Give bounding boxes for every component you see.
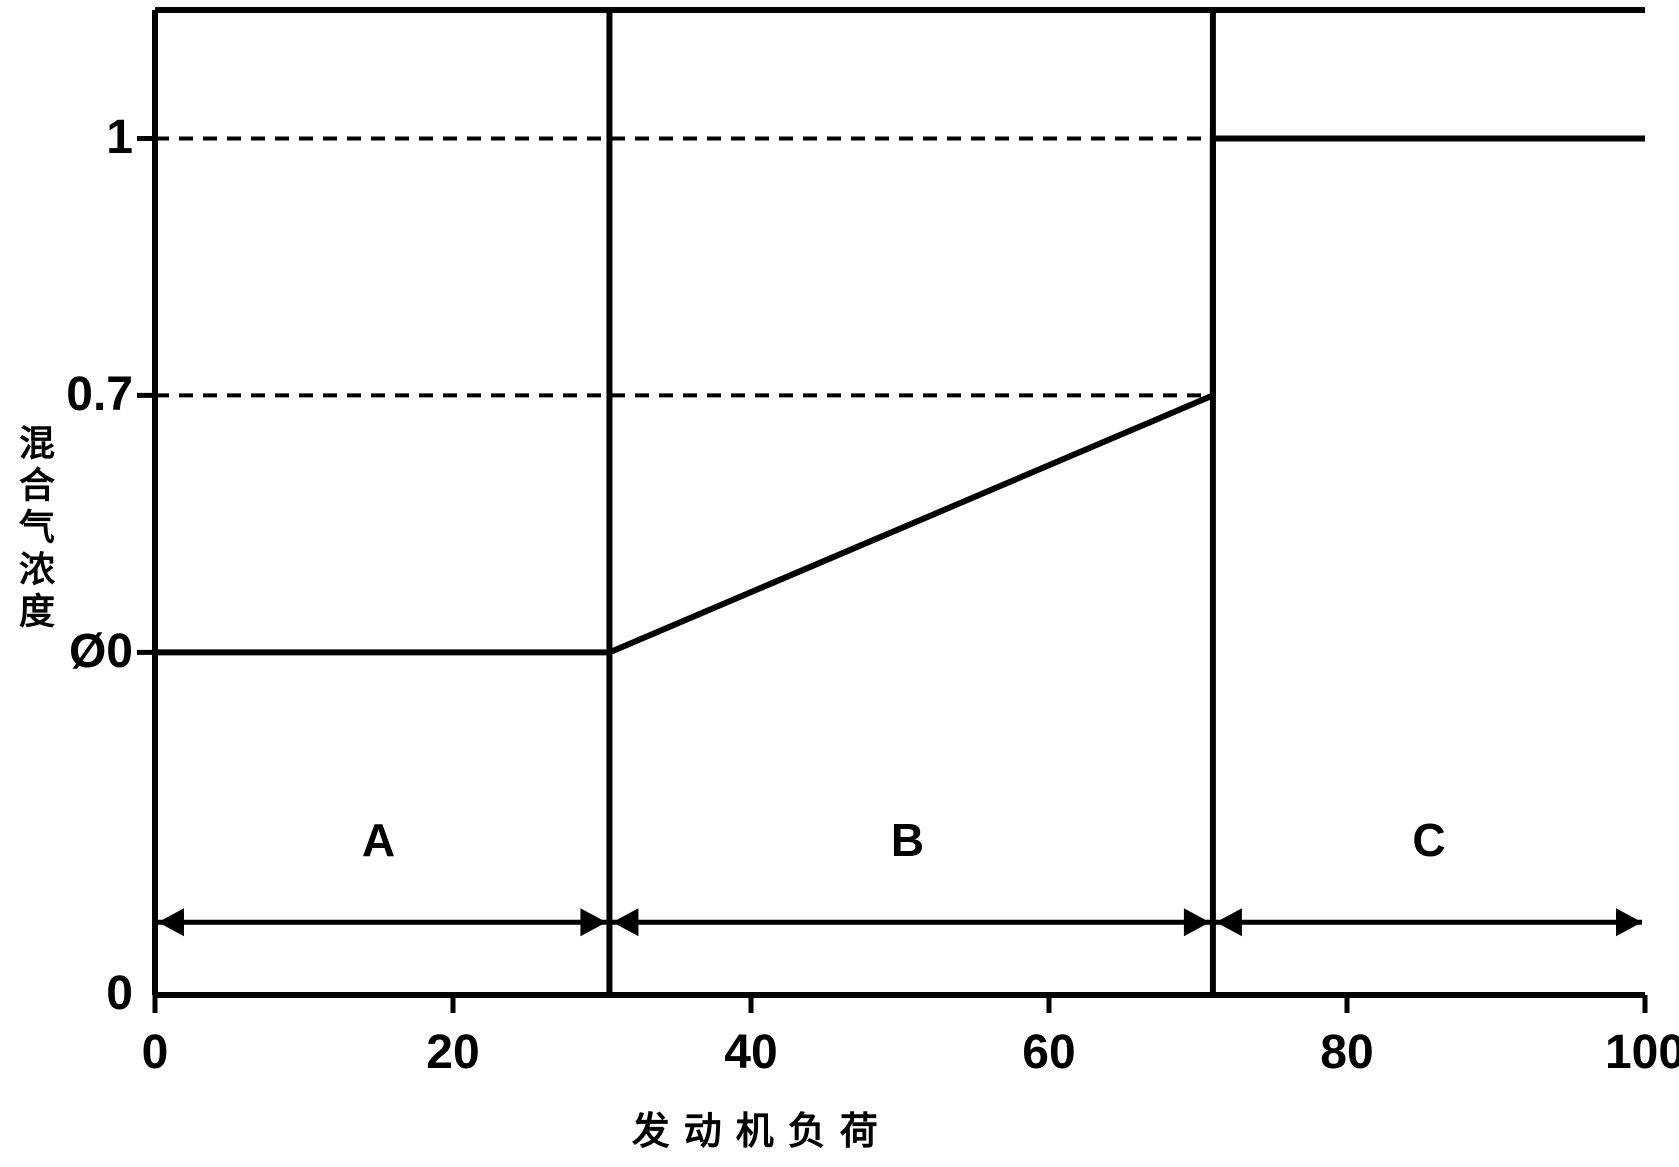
x-tick-label: 20 xyxy=(393,1025,513,1080)
y-tick-label: 0 xyxy=(3,966,133,1021)
y-tick-label: 1 xyxy=(3,110,133,165)
x-tick-label: 40 xyxy=(691,1025,811,1080)
chart-svg xyxy=(0,0,1679,1167)
chart-container: 混合气浓度 发动机负荷 0Ø00.71 020406080100 ABC xyxy=(0,0,1679,1167)
y-tick-label: 0.7 xyxy=(3,367,133,422)
region-label: A xyxy=(339,813,419,867)
region-label: B xyxy=(867,813,947,867)
y-tick-label: Ø0 xyxy=(3,624,133,679)
x-tick-label: 100 xyxy=(1585,1025,1679,1080)
x-tick-label: 60 xyxy=(989,1025,1109,1080)
x-tick-label: 80 xyxy=(1287,1025,1407,1080)
region-label: C xyxy=(1389,813,1469,867)
x-tick-label: 0 xyxy=(95,1025,215,1080)
